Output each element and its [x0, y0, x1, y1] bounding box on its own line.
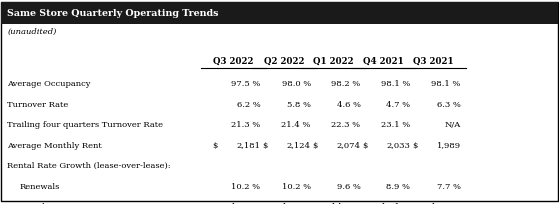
- Text: 6.3 %: 6.3 %: [437, 100, 461, 108]
- Text: $: $: [263, 141, 268, 149]
- Text: $: $: [212, 141, 218, 149]
- FancyBboxPatch shape: [1, 3, 558, 201]
- Text: 15.6 %: 15.6 %: [231, 202, 260, 204]
- Text: 10.2 %: 10.2 %: [282, 182, 311, 190]
- Text: 98.0 %: 98.0 %: [282, 80, 311, 88]
- Text: Q4 2021: Q4 2021: [363, 57, 404, 66]
- Text: Q3 2022: Q3 2022: [214, 57, 254, 66]
- Text: Q2 2022: Q2 2022: [264, 57, 304, 66]
- Text: $: $: [312, 141, 318, 149]
- Text: Turnover Rate: Turnover Rate: [7, 100, 69, 108]
- Text: 18.3 %: 18.3 %: [431, 202, 461, 204]
- Text: $: $: [362, 141, 368, 149]
- Text: 8.9 %: 8.9 %: [386, 182, 410, 190]
- Text: 5.8 %: 5.8 %: [287, 100, 311, 108]
- Text: Rental Rate Growth (lease-over-lease):: Rental Rate Growth (lease-over-lease):: [7, 161, 171, 169]
- Text: 21.3 %: 21.3 %: [231, 120, 260, 129]
- Text: 2,033: 2,033: [386, 141, 410, 149]
- Text: 2,124: 2,124: [287, 141, 311, 149]
- Text: (unaudited): (unaudited): [7, 28, 56, 36]
- Text: N/A: N/A: [444, 120, 461, 129]
- Text: Average Occupancy: Average Occupancy: [7, 80, 91, 88]
- Text: Same Store Quarterly Operating Trends: Same Store Quarterly Operating Trends: [7, 9, 218, 18]
- Text: 10.2 %: 10.2 %: [231, 182, 260, 190]
- Text: 22.3 %: 22.3 %: [331, 120, 361, 129]
- Text: Q3 2021: Q3 2021: [414, 57, 454, 66]
- Text: 1,989: 1,989: [437, 141, 461, 149]
- Text: New leases: New leases: [20, 202, 68, 204]
- Text: 98.1 %: 98.1 %: [381, 80, 410, 88]
- Text: 9.6 %: 9.6 %: [337, 182, 361, 190]
- Text: 14.9 %: 14.9 %: [331, 202, 361, 204]
- Text: 23.1 %: 23.1 %: [381, 120, 410, 129]
- Text: 98.1 %: 98.1 %: [431, 80, 461, 88]
- Text: Trailing four quarters Turnover Rate: Trailing four quarters Turnover Rate: [7, 120, 163, 129]
- Text: 97.5 %: 97.5 %: [231, 80, 260, 88]
- FancyBboxPatch shape: [1, 3, 558, 24]
- Text: 16.7 %: 16.7 %: [282, 202, 311, 204]
- Text: 4.7 %: 4.7 %: [386, 100, 410, 108]
- Text: 4.6 %: 4.6 %: [337, 100, 361, 108]
- Text: 21.4 %: 21.4 %: [281, 120, 311, 129]
- Text: Q1 2022: Q1 2022: [314, 57, 354, 66]
- Text: Renewals: Renewals: [20, 182, 60, 190]
- Text: $: $: [413, 141, 418, 149]
- Text: Average Monthly Rent: Average Monthly Rent: [7, 141, 102, 149]
- Text: 6.2 %: 6.2 %: [237, 100, 260, 108]
- Text: 98.2 %: 98.2 %: [331, 80, 361, 88]
- Text: 17.1 %: 17.1 %: [381, 202, 410, 204]
- Text: 2,074: 2,074: [337, 141, 361, 149]
- Text: 7.7 %: 7.7 %: [437, 182, 461, 190]
- Text: 2,181: 2,181: [236, 141, 260, 149]
